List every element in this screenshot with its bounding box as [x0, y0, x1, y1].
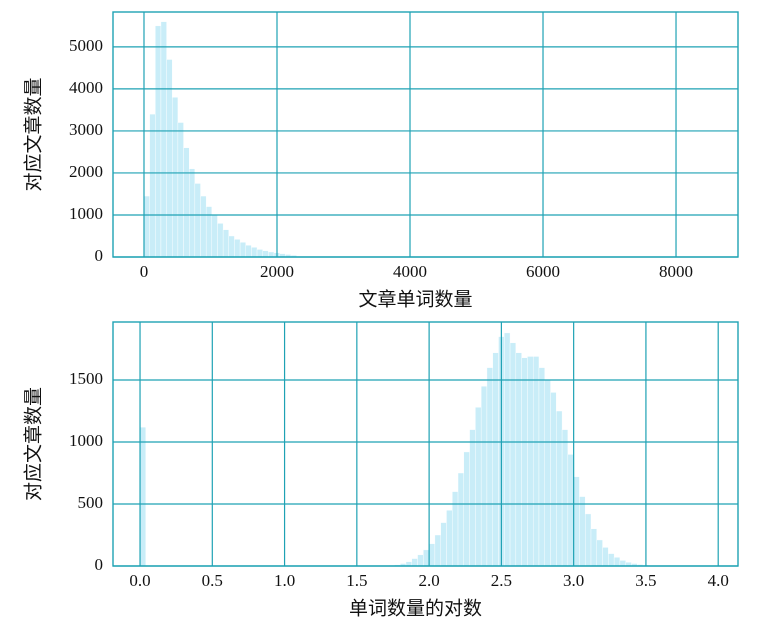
bar [205, 206, 213, 258]
x-axis-label: 单词数量的对数 [349, 597, 482, 619]
bar [480, 386, 488, 567]
bar [561, 429, 569, 567]
bar [504, 332, 511, 567]
bar [239, 242, 246, 258]
bar [463, 451, 470, 567]
bar [590, 528, 597, 567]
y-tick-label: 1000 [69, 431, 103, 450]
bar [509, 342, 517, 567]
bar [428, 543, 436, 567]
bar [538, 367, 545, 567]
bar [544, 379, 551, 567]
x-tick-label: 2.5 [491, 571, 512, 590]
bar [585, 513, 592, 567]
bar [149, 113, 156, 258]
x-tick-label: 4.0 [708, 571, 729, 590]
bar [160, 21, 167, 258]
bar [268, 251, 275, 258]
x-tick-label: 1.5 [346, 571, 367, 590]
bar [550, 392, 557, 567]
bar [469, 429, 476, 567]
bar [423, 549, 430, 567]
bar [434, 534, 441, 567]
bar [411, 558, 418, 567]
bar [177, 122, 184, 258]
bar [440, 522, 447, 567]
bar [452, 491, 459, 567]
bar [143, 195, 150, 258]
bar [527, 356, 534, 567]
x-axis-label: 文章单词数量 [358, 288, 472, 310]
bar [602, 547, 609, 567]
y-tick-label: 1500 [69, 369, 103, 388]
bar [486, 367, 493, 567]
y-tick-label: 4000 [69, 78, 103, 97]
bar [521, 357, 528, 567]
x-tick-label: 1.0 [274, 571, 295, 590]
y-tick-label: 0 [95, 246, 104, 265]
bar [556, 410, 563, 567]
bar [567, 454, 574, 567]
x-tick-label: 8000 [659, 262, 693, 281]
bar [532, 356, 540, 567]
bar [619, 560, 626, 567]
y-axis-label: 对应文章数量 [22, 387, 44, 501]
bar [262, 250, 269, 258]
x-tick-label: 0.5 [202, 571, 223, 590]
x-tick-label: 2000 [260, 262, 294, 281]
x-tick-label: 4000 [393, 262, 427, 281]
bar [155, 25, 162, 258]
bar [613, 557, 621, 567]
y-tick-label: 2000 [69, 162, 103, 181]
bar [492, 352, 499, 567]
bar [573, 476, 580, 567]
bar [251, 247, 258, 258]
bar [596, 539, 603, 567]
x-tick-label: 2.0 [418, 571, 439, 590]
bar [417, 554, 424, 567]
x-tick-label: 3.5 [635, 571, 656, 590]
y-axis-label: 对应文章数量 [22, 77, 44, 191]
bar [515, 352, 522, 567]
bar [183, 147, 190, 258]
bar [200, 195, 207, 258]
bar [172, 97, 179, 258]
bar [234, 239, 241, 258]
bar [139, 426, 147, 567]
y-tick-label: 0 [95, 555, 104, 574]
x-tick-label: 0.0 [129, 571, 150, 590]
bar [189, 168, 196, 258]
bar [228, 235, 235, 258]
bar [194, 183, 201, 258]
bar [245, 245, 252, 258]
bar [446, 510, 453, 567]
bar [217, 223, 224, 258]
y-tick-label: 500 [78, 493, 104, 512]
bar [222, 229, 229, 258]
plot-frame [112, 321, 739, 567]
bar [475, 407, 482, 567]
y-tick-label: 5000 [69, 36, 103, 55]
bar [211, 214, 218, 258]
bar [457, 472, 465, 567]
x-tick-label: 6000 [526, 262, 560, 281]
y-tick-label: 1000 [69, 204, 103, 223]
x-tick-label: 3.0 [563, 571, 584, 590]
bar [608, 553, 615, 567]
y-tick-label: 3000 [69, 120, 103, 139]
bar [256, 249, 263, 258]
x-tick-label: 0 [140, 262, 149, 281]
plot-frame [112, 11, 739, 258]
bar [579, 496, 586, 567]
